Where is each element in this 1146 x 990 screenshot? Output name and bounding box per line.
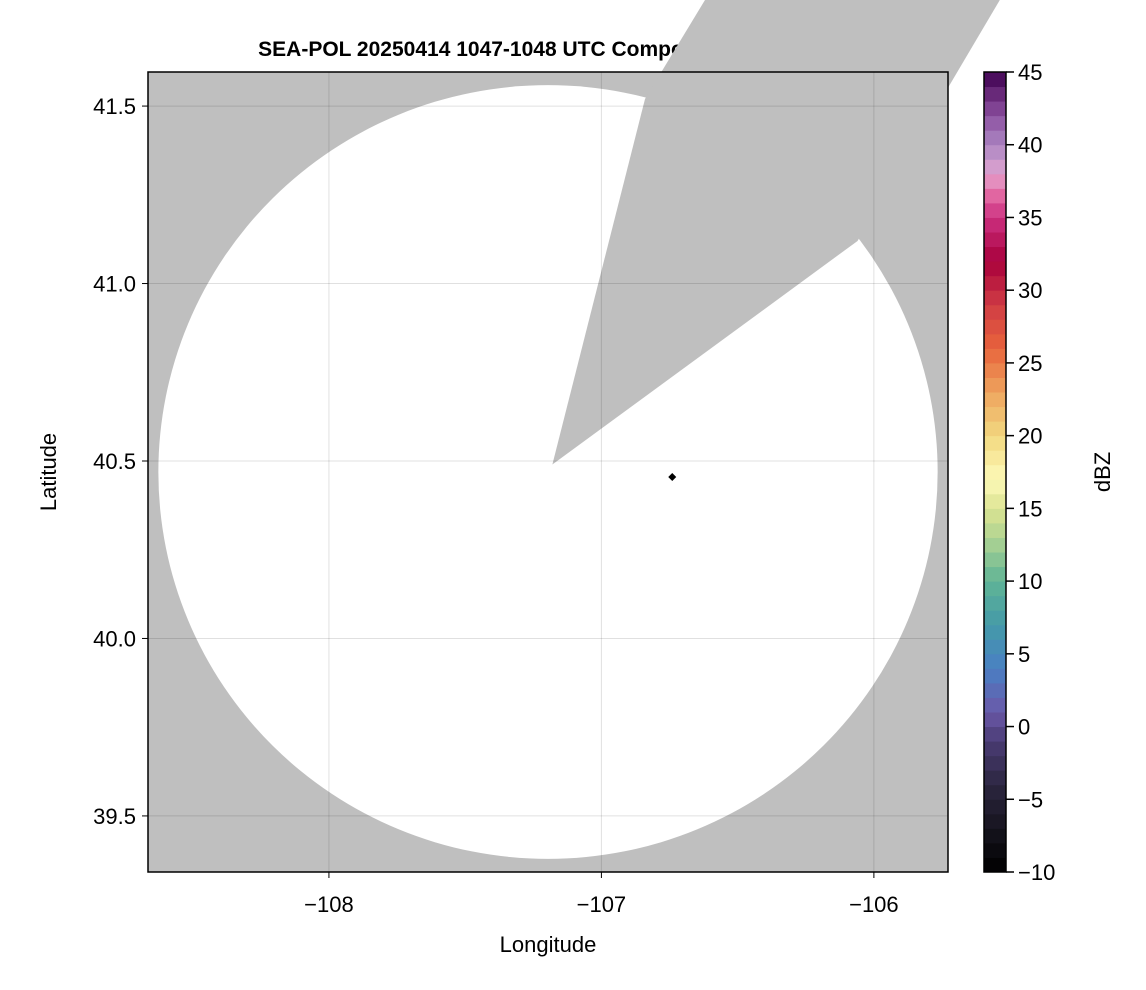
colorbar-tick-label: 0 (1018, 715, 1030, 740)
colorbar-bin (984, 784, 1006, 800)
colorbar-label: dBZ (1090, 452, 1115, 492)
colorbar-bin (984, 144, 1006, 160)
colorbar-bin (984, 246, 1006, 262)
radar-location-marker (668, 472, 677, 481)
colorbar-bin (984, 217, 1006, 233)
colorbar-bin (984, 581, 1006, 597)
colorbar-bin (984, 101, 1006, 117)
colorbar-bin (984, 421, 1006, 437)
colorbar-tick-label: 25 (1018, 351, 1042, 376)
colorbar-bin (984, 202, 1006, 218)
colorbar-bin (984, 290, 1006, 306)
x-tick-label: −108 (304, 892, 354, 917)
colorbar-bin (984, 712, 1006, 728)
colorbar-bin (984, 639, 1006, 655)
colorbar-bin (984, 842, 1006, 858)
colorbar-bin (984, 72, 1006, 88)
colorbar-bin (984, 304, 1006, 320)
colorbar-bin (984, 697, 1006, 713)
colorbar-tick-label: −10 (1018, 860, 1055, 885)
colorbar-bin (984, 668, 1006, 684)
colorbar-bin (984, 130, 1006, 146)
colorbar-bin (984, 828, 1006, 844)
y-tick-label: 41.0 (93, 272, 136, 297)
colorbar-bin (984, 552, 1006, 568)
colorbar-bin (984, 566, 1006, 582)
colorbar-bin (984, 159, 1006, 175)
y-tick-label: 41.5 (93, 94, 136, 119)
colorbar-bin (984, 653, 1006, 669)
colorbar-bin (984, 508, 1006, 524)
colorbar-bin (984, 770, 1006, 786)
colorbar-bin (984, 333, 1006, 349)
colorbar-bin (984, 799, 1006, 815)
colorbar-bin (984, 86, 1006, 102)
colorbar-bin (984, 406, 1006, 422)
x-tick-label: −107 (577, 892, 627, 917)
colorbar-tick-label: 15 (1018, 496, 1042, 521)
colorbar-bin (984, 624, 1006, 640)
x-tick-label: −106 (849, 892, 899, 917)
colorbar-tick-label: −5 (1018, 787, 1043, 812)
y-tick-label: 40.0 (93, 626, 136, 651)
y-tick-label: 39.5 (93, 804, 136, 829)
colorbar-bin (984, 450, 1006, 466)
colorbar-tick-label: 5 (1018, 642, 1030, 667)
colorbar-frame (983, 71, 1007, 873)
y-axis-label: Latitude (36, 433, 61, 511)
colorbar-bin (984, 435, 1006, 451)
y-tick-label: 40.5 (93, 449, 136, 474)
colorbar-tick-label: 20 (1018, 424, 1042, 449)
colorbar-bin (984, 857, 1006, 873)
colorbar-bin (984, 377, 1006, 393)
plot-frame (147, 71, 949, 873)
colorbar-tick-label: 30 (1018, 278, 1042, 303)
colorbar-bin (984, 726, 1006, 742)
colorbar-tick-label: 35 (1018, 205, 1042, 230)
colorbar-bin (984, 261, 1006, 277)
colorbar-bin (984, 275, 1006, 291)
colorbar-bin (984, 479, 1006, 495)
colorbar-tick-label: 45 (1018, 60, 1042, 85)
colorbar-bin (984, 813, 1006, 829)
colorbar-bin (984, 115, 1006, 131)
colorbar-bin (984, 392, 1006, 408)
colorbar-bin (984, 319, 1006, 335)
x-axis-label: Longitude (500, 932, 597, 957)
colorbar-bin (984, 188, 1006, 204)
colorbar-bin (984, 348, 1006, 364)
colorbar-bin (984, 682, 1006, 698)
colorbar-tick-label: 40 (1018, 133, 1042, 158)
colorbar-bin (984, 610, 1006, 626)
blocked-sector (552, 0, 1000, 465)
colorbar-bin (984, 741, 1006, 757)
colorbar-bin (984, 537, 1006, 553)
colorbar-bin (984, 464, 1006, 480)
colorbar-tick-label: 10 (1018, 569, 1042, 594)
colorbar-bin (984, 755, 1006, 771)
colorbar-bin (984, 362, 1006, 378)
colorbar-bin (984, 595, 1006, 611)
colorbar-bin (984, 173, 1006, 189)
colorbar-bin (984, 522, 1006, 538)
colorbar-bin (984, 493, 1006, 509)
colorbar-bin (984, 232, 1006, 248)
